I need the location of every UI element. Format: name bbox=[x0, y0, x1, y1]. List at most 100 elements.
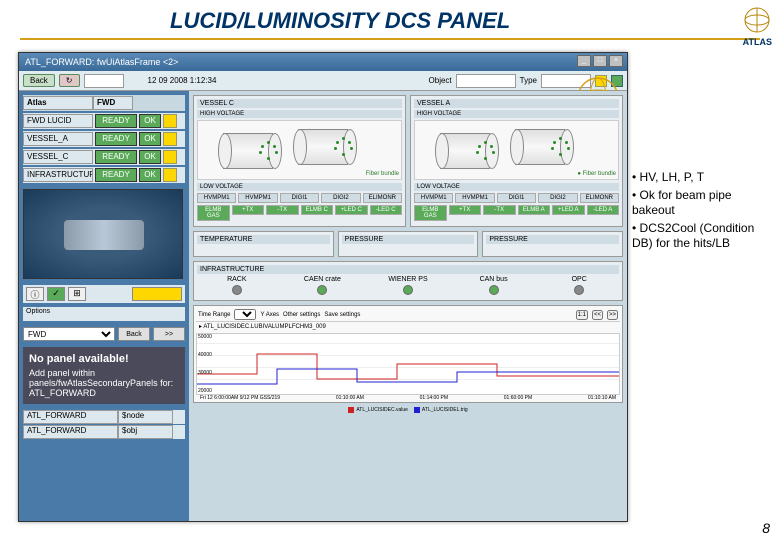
fsm-name: INFRASTRUCTURE bbox=[23, 168, 93, 182]
vessel-a-panel: VESSEL A HIGH VOLTAGE ● Fiber bundle bbox=[410, 95, 623, 227]
lv-value: +LED A bbox=[552, 205, 585, 215]
close-button[interactable]: × bbox=[609, 55, 623, 67]
lock-icon[interactable] bbox=[163, 150, 177, 164]
expand-button[interactable]: ⊞ bbox=[68, 287, 86, 301]
nav-input[interactable] bbox=[84, 74, 124, 88]
atlas-badge: ATLAS bbox=[712, 5, 772, 45]
options-bar[interactable]: Options bbox=[23, 307, 185, 321]
ok-indicator: ✓ bbox=[47, 287, 65, 301]
tree-row-1[interactable]: ATL_FORWARD $obj bbox=[23, 425, 185, 439]
tree-row-0[interactable]: ATL_FORWARD $node bbox=[23, 410, 185, 424]
trend-range-label: Time Range bbox=[198, 312, 230, 318]
message-panel: No panel available! Add panel within pan… bbox=[23, 347, 185, 404]
fsm-status: OK bbox=[139, 168, 161, 182]
vessel-a-hv-label: HIGH VOLTAGE bbox=[414, 110, 619, 118]
lv-col: DIGI1 bbox=[497, 193, 536, 203]
infrastructure-panel: INFRASTRUCTURE RACKCAEN crateWIENER PSCA… bbox=[193, 261, 623, 301]
trend-signal: ▸ ATL_LUCISIDEC.LUBIVALUMPLFCHM3_009 bbox=[196, 322, 620, 331]
tree-name: ATL_FORWARD bbox=[23, 425, 118, 439]
trend-other-label[interactable]: Other settings bbox=[283, 312, 320, 318]
vessel-a-diagram: ● Fiber bundle bbox=[414, 120, 619, 180]
node-select[interactable]: FWD bbox=[23, 327, 115, 341]
temp-panel: TEMPERATURE bbox=[193, 231, 334, 257]
press-label-2: PRESSURE bbox=[486, 235, 619, 244]
breadcrumb-atlas[interactable]: Atlas bbox=[23, 96, 93, 110]
vessel-c-diagram: Fiber bundle bbox=[197, 120, 402, 180]
status-led-icon bbox=[317, 285, 327, 295]
left-sidebar: Atlas FWD FWD LUCID READY OK VESSEL_A RE… bbox=[19, 91, 189, 521]
lock-icon[interactable] bbox=[163, 114, 177, 128]
breadcrumb-fwd[interactable]: FWD bbox=[93, 96, 133, 110]
infra-title: INFRASTRUCTURE bbox=[197, 265, 619, 274]
trend-lines-icon bbox=[197, 334, 619, 394]
fsm-status: OK bbox=[139, 114, 161, 128]
infra-item: OPC bbox=[539, 276, 619, 297]
fsm-state[interactable]: READY bbox=[95, 150, 137, 164]
nav-fwd-button[interactable]: >> bbox=[153, 327, 185, 341]
fsm-name: VESSEL_A bbox=[23, 132, 93, 146]
lv-title-c: LOW VOLTAGE bbox=[197, 183, 402, 191]
fiber-label-c: Fiber bundle bbox=[366, 171, 399, 177]
lv-value: ELMB A bbox=[518, 205, 551, 215]
back-button[interactable]: Back bbox=[23, 74, 55, 87]
lv-value: -LED A bbox=[587, 205, 620, 215]
detector-3d-preview[interactable] bbox=[23, 189, 183, 279]
type-label: Type bbox=[520, 76, 537, 85]
fsm-row-0[interactable]: FWD LUCID READY OK bbox=[23, 113, 185, 129]
legend-item: ATL_LUCISIDEC.value bbox=[348, 407, 408, 413]
vessel-c-panel: VESSEL C HIGH VOLTAGE bbox=[193, 95, 406, 227]
message-title: No panel available! bbox=[29, 353, 179, 365]
timestamp: 12 09 2008 1:12:34 bbox=[148, 76, 217, 85]
trend-save-label[interactable]: Save settings bbox=[324, 312, 360, 318]
infra-item: RACK bbox=[197, 276, 277, 297]
trend-toolbar: Time Range Y Axes Other settings Save se… bbox=[196, 308, 620, 322]
lv-value: -TX bbox=[266, 205, 299, 215]
trend-xaxis: Fri 12 6:00:00AM 9/12 PM GSS/21901:10:00… bbox=[196, 395, 620, 407]
main-content: VESSEL C HIGH VOLTAGE bbox=[189, 91, 627, 521]
window-titlebar[interactable]: ATL_FORWARD: fwUiAtlasFrame <2> _ □ × bbox=[19, 53, 627, 71]
status-led-icon bbox=[574, 285, 584, 295]
fiber-label-a: ● Fiber bundle bbox=[577, 171, 616, 177]
maximize-button[interactable]: □ bbox=[593, 55, 607, 67]
preview-controls: ⓘ ✓ ⊞ bbox=[23, 285, 185, 303]
fsm-state[interactable]: READY bbox=[95, 132, 137, 146]
info-button[interactable]: ⓘ bbox=[26, 287, 44, 301]
page-number: 8 bbox=[762, 520, 770, 536]
fsm-row-2[interactable]: VESSEL_C READY OK bbox=[23, 149, 185, 165]
lv-col: DIGI2 bbox=[321, 193, 360, 203]
status-led-icon bbox=[232, 285, 242, 295]
fsm-state[interactable]: READY bbox=[95, 114, 137, 128]
fsm-row-3[interactable]: INFRASTRUCTURE READY OK bbox=[23, 167, 185, 183]
tree-name: ATL_FORWARD bbox=[23, 410, 118, 424]
fsm-state[interactable]: READY bbox=[95, 168, 137, 182]
infra-item: CAEN crate bbox=[283, 276, 363, 297]
pmt-array-icon bbox=[257, 139, 281, 163]
status-led-icon bbox=[489, 285, 499, 295]
lock-icon[interactable] bbox=[163, 132, 177, 146]
trend-axes-label[interactable]: Y Axes bbox=[260, 312, 279, 318]
lock-icon[interactable] bbox=[163, 168, 177, 182]
trend-prev-button[interactable]: << bbox=[592, 310, 603, 320]
trend-panel: Time Range Y Axes Other settings Save se… bbox=[193, 305, 623, 403]
refresh-button[interactable]: ↻ bbox=[59, 74, 80, 87]
lv-value: +TX bbox=[449, 205, 482, 215]
trend-plot[interactable]: 50000400003000020000 bbox=[196, 333, 620, 395]
press-label-1: PRESSURE bbox=[342, 235, 475, 244]
trend-next-button[interactable]: >> bbox=[607, 310, 618, 320]
lv-value: +TX bbox=[232, 205, 265, 215]
lv-value: -LED C bbox=[370, 205, 403, 215]
infra-item: WIENER PS bbox=[368, 276, 448, 297]
lv-col: ELIMONR bbox=[363, 193, 402, 203]
annotation-2: • Ok for beam pipe bakeout bbox=[632, 188, 762, 219]
trend-zoom-button[interactable]: 1:1 bbox=[576, 310, 588, 320]
mode-button[interactable] bbox=[132, 287, 182, 301]
object-input[interactable] bbox=[456, 74, 516, 88]
minimize-button[interactable]: _ bbox=[577, 55, 591, 67]
nav-back-button[interactable]: Back bbox=[118, 327, 150, 341]
fsm-row-1[interactable]: VESSEL_A READY OK bbox=[23, 131, 185, 147]
lv-col: ELIMONR bbox=[580, 193, 619, 203]
trend-range-select[interactable] bbox=[234, 309, 256, 320]
legend-swatch-icon bbox=[348, 407, 354, 413]
message-body: Add panel within panels/fwAtlasSecondary… bbox=[29, 368, 179, 398]
object-label: Object bbox=[429, 76, 452, 85]
